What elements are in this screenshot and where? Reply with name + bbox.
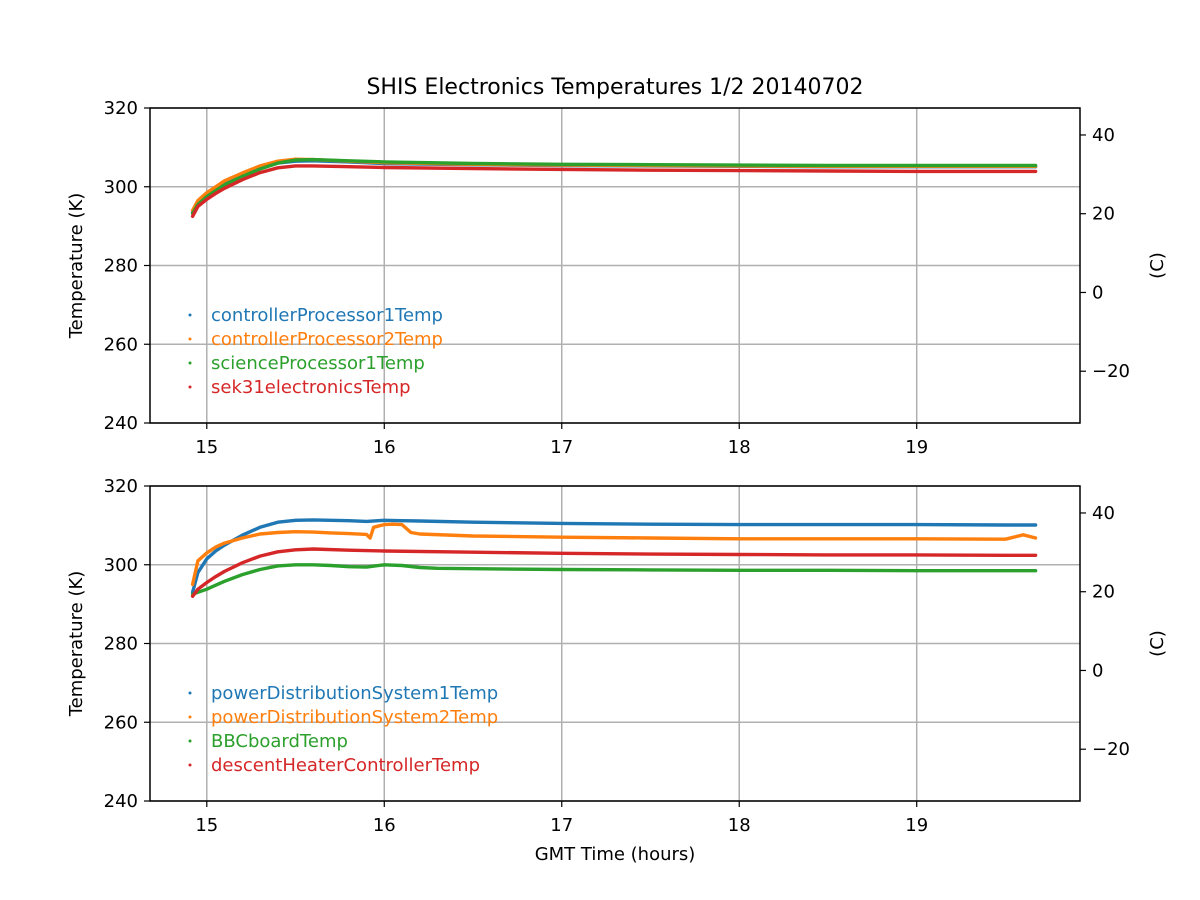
panel0-legend-marker [188, 385, 192, 389]
panel1-y-right-tick-label: 20 [1092, 582, 1115, 603]
panel0-y-right-tick-label: 40 [1092, 125, 1115, 146]
panel1-y-tick-label: 240 [104, 791, 138, 812]
panel0-x-tick-label: 19 [905, 437, 928, 458]
panel0-x-tick-label: 16 [373, 437, 396, 458]
panel0-x-tick-label: 18 [728, 437, 751, 458]
panel1-y-tick-label: 320 [104, 476, 138, 497]
panel1-legend-marker [188, 715, 192, 719]
panel0-series-line-scienceProcessor1Temp [190, 157, 1038, 216]
panel1-series-line-powerDistributionSystem2Temp [190, 522, 1038, 587]
panel0-legend-marker [188, 361, 192, 365]
panel1-y-tick-label: 280 [104, 634, 138, 655]
panel1-y-right-tick-label: 0 [1092, 660, 1103, 681]
panel1-x-tick-label: 15 [195, 815, 218, 836]
panel0-y-tick-label: 240 [104, 413, 138, 434]
panel1-legend-label: powerDistributionSystem2Temp [211, 707, 498, 728]
panel1-y-right-tick-label: −20 [1092, 739, 1130, 760]
panel1-legend-label: BBCboardTemp [211, 731, 348, 752]
panel1-series-line-descentHeaterControllerTemp [190, 547, 1038, 598]
bottom-panel: 15 16 17 18 19 240 260 280 300 320 −20 0 20 40 Tempera… [66, 476, 1168, 836]
panel1-y-tick-label: 300 [104, 555, 138, 576]
chart-title: SHIS Electronics Temperatures 1/2 201407… [366, 75, 863, 100]
panel0-legend-label: controllerProcessor1Temp [211, 305, 443, 326]
panel0-legend-marker [188, 337, 192, 341]
panel1-x-tick-label: 19 [905, 815, 928, 836]
panel0-x-tick-label: 17 [550, 437, 573, 458]
panel0-y-tick-label: 300 [104, 177, 138, 198]
panel0-y-axis-label: Temperature (K) [66, 193, 87, 340]
panel1-legend-marker [188, 691, 192, 695]
panel0-legend-label: sek31electronicsTemp [211, 377, 411, 398]
panel1-legend-label: powerDistributionSystem1Temp [211, 683, 498, 704]
panel0-y-tick-label: 260 [104, 334, 138, 355]
panel0-y-right-tick-label: 20 [1092, 204, 1115, 225]
top-panel: 15 16 17 18 19 240 260 280 300 320 −20 0 20 40 Tempera… [66, 98, 1168, 458]
panel1-legend-marker [188, 739, 192, 743]
panel1-series-line-powerDistributionSystem1Temp [190, 518, 1038, 594]
panel1-y-tick-label: 260 [104, 712, 138, 733]
panel1-x-tick-label: 17 [550, 815, 573, 836]
panel1-y-axis-label: Temperature (K) [66, 571, 87, 718]
x-axis-label: GMT Time (hours) [535, 844, 696, 865]
panel1-series-line-BBCboardTemp [190, 563, 1038, 596]
panel0-y-tick-label: 280 [104, 256, 138, 277]
panel0-y-tick-label: 320 [104, 98, 138, 119]
panel1-y-right-tick-label: 40 [1092, 503, 1115, 524]
panel0-y-right-tick-label: 0 [1092, 282, 1103, 303]
panel1-x-tick-label: 16 [373, 815, 396, 836]
panel1-x-tick-label: 18 [728, 815, 751, 836]
panel1-y-right-axis-label: (C) [1147, 630, 1168, 657]
panel0-y-right-axis-label: (C) [1147, 252, 1168, 279]
panel0-y-right-tick-label: −20 [1092, 361, 1130, 382]
panel0-x-tick-label: 15 [195, 437, 218, 458]
panel0-legend-label: scienceProcessor1Temp [211, 353, 425, 374]
panel0-legend-marker [188, 313, 192, 317]
panel0-legend-label: controllerProcessor2Temp [211, 329, 443, 350]
panel1-legend-label: descentHeaterControllerTemp [211, 755, 480, 776]
panel0-series-line-sek31electronicsTemp [190, 164, 1038, 218]
panel1-legend-marker [188, 763, 192, 767]
